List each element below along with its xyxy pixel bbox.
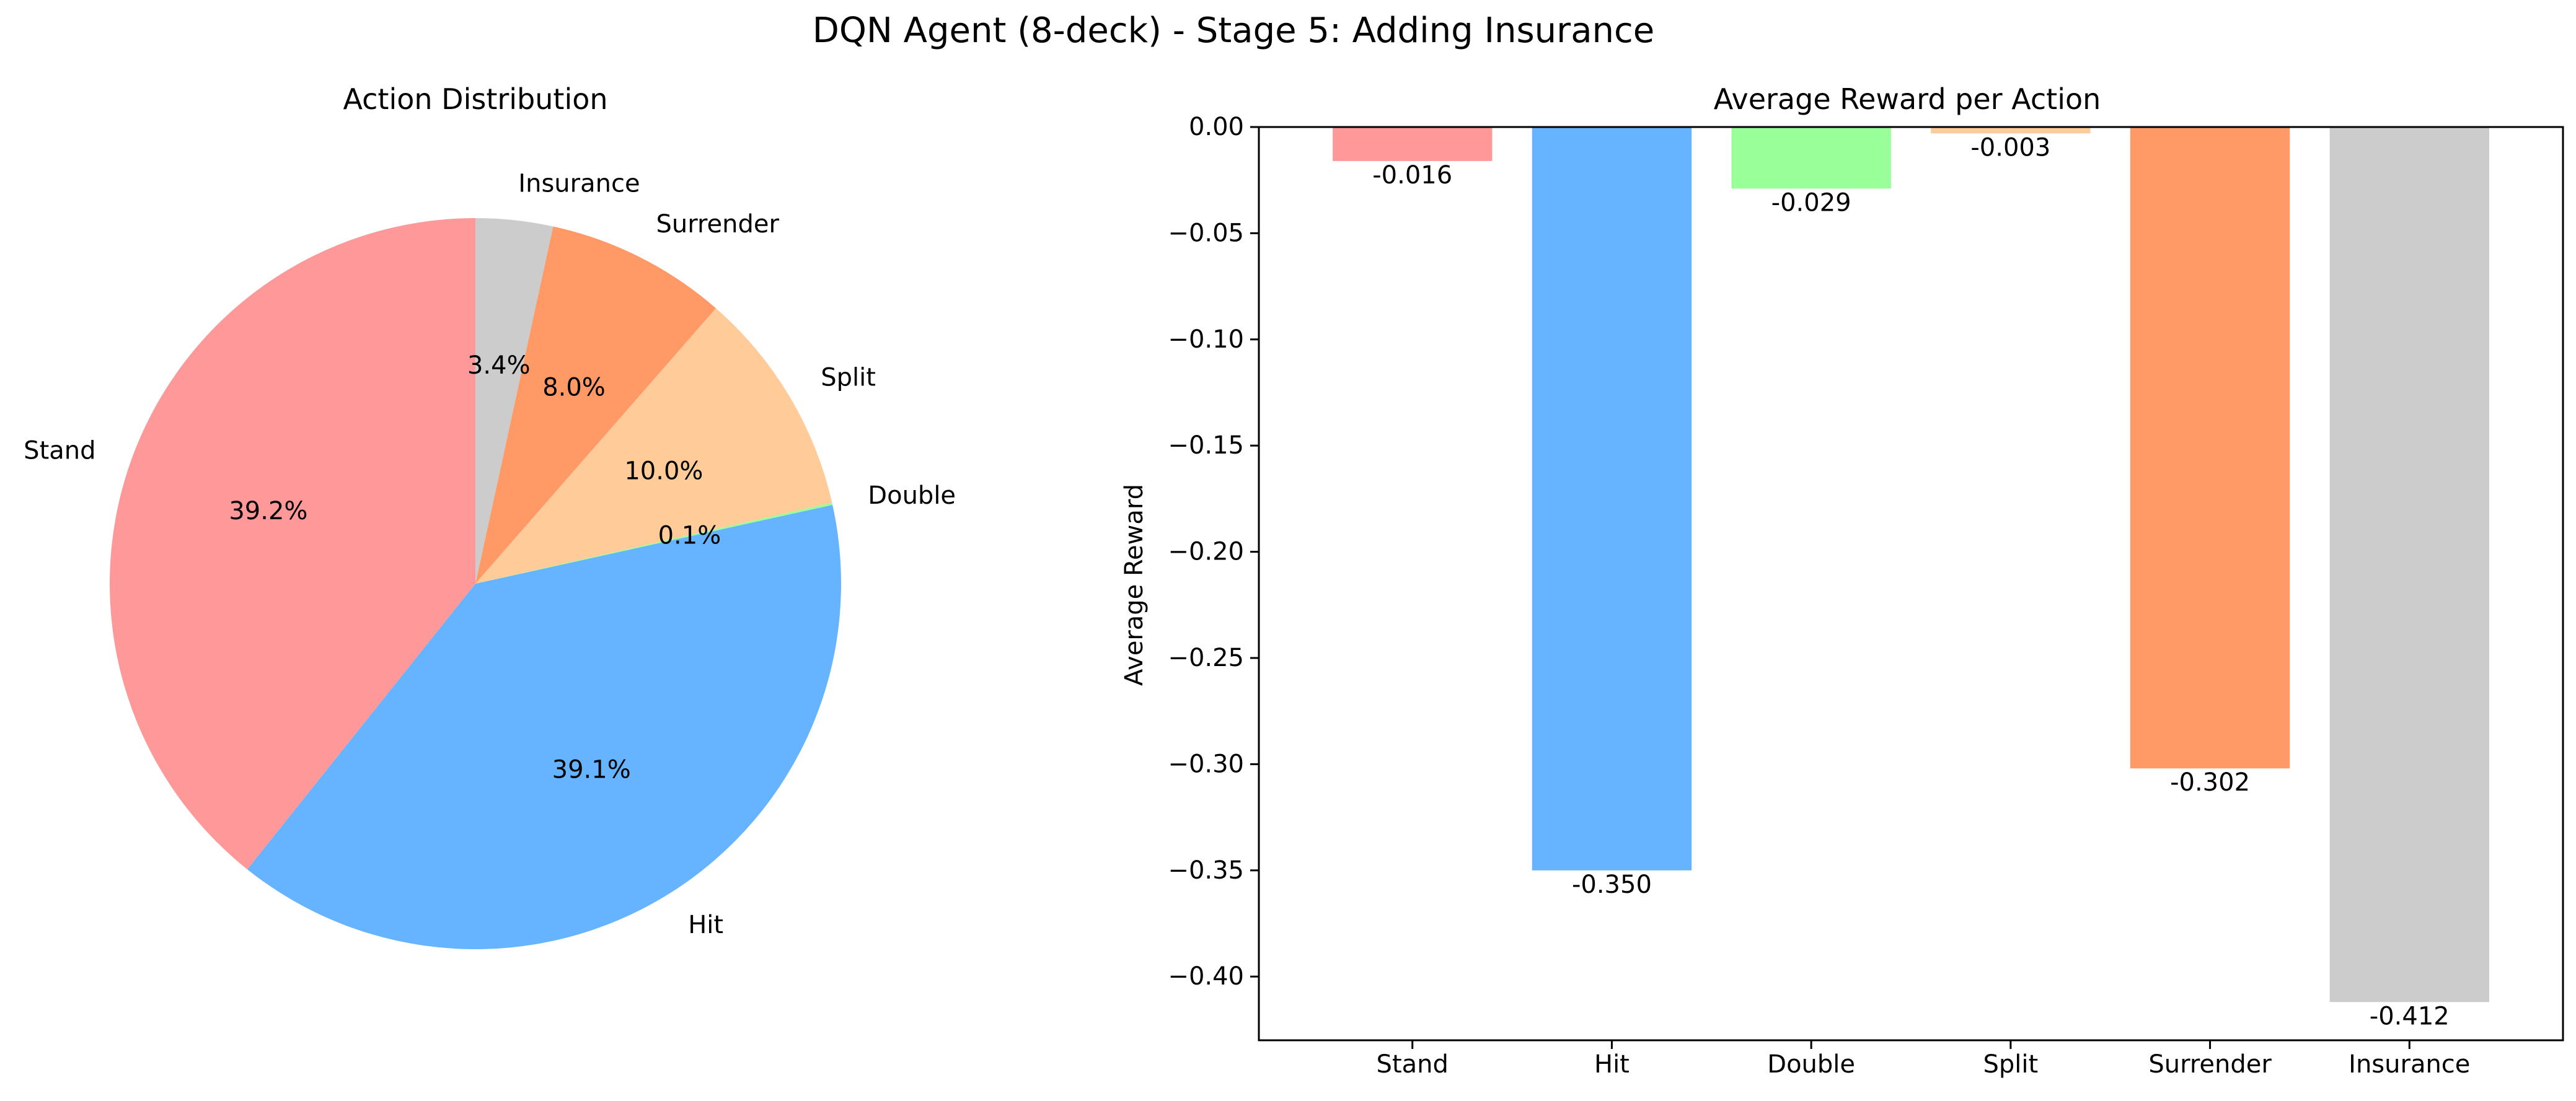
bar-value-label-insurance: -0.412 — [2370, 1002, 2450, 1030]
pie-label-hit: Hit — [688, 911, 723, 939]
bar-value-label-stand: -0.016 — [1372, 161, 1452, 190]
bar-value-labels: -0.016 -0.350 -0.029 -0.003 -0.302 -0.412 — [1372, 133, 2450, 1030]
x-tick-label-double: Double — [1767, 1050, 1855, 1079]
y-tick-label: −0.05 — [1168, 219, 1244, 247]
bar-value-label-split: -0.003 — [1970, 133, 2050, 162]
y-tick-label: −0.10 — [1168, 325, 1244, 354]
bar-split — [1931, 127, 2091, 134]
action-distribution-pie-chart: Action Distribution Stand 39.2% Hit 39.1% Do… — [24, 82, 956, 950]
pie-labels: Stand 39.2% Hit 39.1% Double 0.1% Split 10.0% Su… — [24, 170, 956, 939]
figure-title: DQN Agent (8-deck) - Stage 5: Adding Ins… — [813, 11, 1655, 51]
y-tick-label: −0.15 — [1168, 431, 1244, 460]
bar-stand — [1333, 127, 1493, 161]
y-tick-label: 0.00 — [1189, 113, 1244, 141]
average-reward-bar-chart: Average Reward per Action Average Reward… — [1120, 82, 2564, 1079]
y-tick-label: −0.20 — [1168, 538, 1244, 566]
bars — [1333, 127, 2489, 1002]
y-axis-label: Average Reward — [1120, 484, 1149, 686]
bar-insurance — [2329, 127, 2489, 1002]
x-tick-label-split: Split — [1983, 1050, 2039, 1079]
pie-slice-insurance — [475, 218, 554, 584]
pie-label-surrender: Surrender — [656, 210, 780, 239]
pie-slices — [109, 218, 842, 950]
bar-chart-title: Average Reward per Action — [1714, 82, 2101, 116]
y-tick-label: −0.25 — [1168, 644, 1244, 672]
pie-slice-split — [475, 308, 832, 584]
pie-label-double: Double — [868, 481, 956, 510]
y-tick-label: −0.40 — [1168, 962, 1244, 991]
pie-pct-label-hit: 39.1% — [552, 756, 631, 784]
pie-pct-label-split: 10.0% — [624, 457, 703, 486]
pie-pct-label-stand: 39.2% — [229, 497, 307, 525]
bar-double — [1731, 127, 1891, 189]
x-tick-label-stand: Stand — [1377, 1050, 1449, 1079]
x-tick-label-surrender: Surrender — [2148, 1050, 2272, 1079]
bar-value-label-hit: -0.350 — [1572, 871, 1652, 899]
bar-value-label-double: -0.029 — [1771, 188, 1851, 217]
x-tick-label-insurance: Insurance — [2349, 1050, 2470, 1079]
pie-slice-double — [475, 502, 833, 584]
y-tick-label: −0.30 — [1168, 750, 1244, 778]
bar-hit — [1532, 127, 1692, 871]
pie-label-split: Split — [821, 363, 876, 392]
pie-label-stand: Stand — [24, 437, 95, 465]
pie-pct-label-double: 0.1% — [658, 522, 721, 550]
x-axis: Stand Hit Double Split Surrender Insurance — [1377, 1040, 2470, 1079]
pie-slice-stand — [109, 218, 475, 870]
bar-value-label-surrender: -0.302 — [2170, 768, 2250, 797]
y-tick-label: −0.35 — [1168, 856, 1244, 885]
x-tick-label-hit: Hit — [1594, 1050, 1630, 1079]
pie-label-insurance: Insurance — [518, 170, 640, 198]
pie-chart-title: Action Distribution — [343, 82, 607, 116]
pie-pct-label-insurance: 3.4% — [467, 351, 531, 380]
plot-frame — [1258, 126, 2564, 1042]
bar-surrender — [2130, 127, 2290, 769]
pie-slice-hit — [247, 504, 842, 950]
pie-pct-label-surrender: 8.0% — [542, 374, 606, 402]
pie-slice-surrender — [475, 226, 717, 584]
y-axis: 0.00 −0.05 −0.10 −0.15 −0.20 −0.25 −0.30 −0.35 −… — [1168, 113, 1259, 991]
